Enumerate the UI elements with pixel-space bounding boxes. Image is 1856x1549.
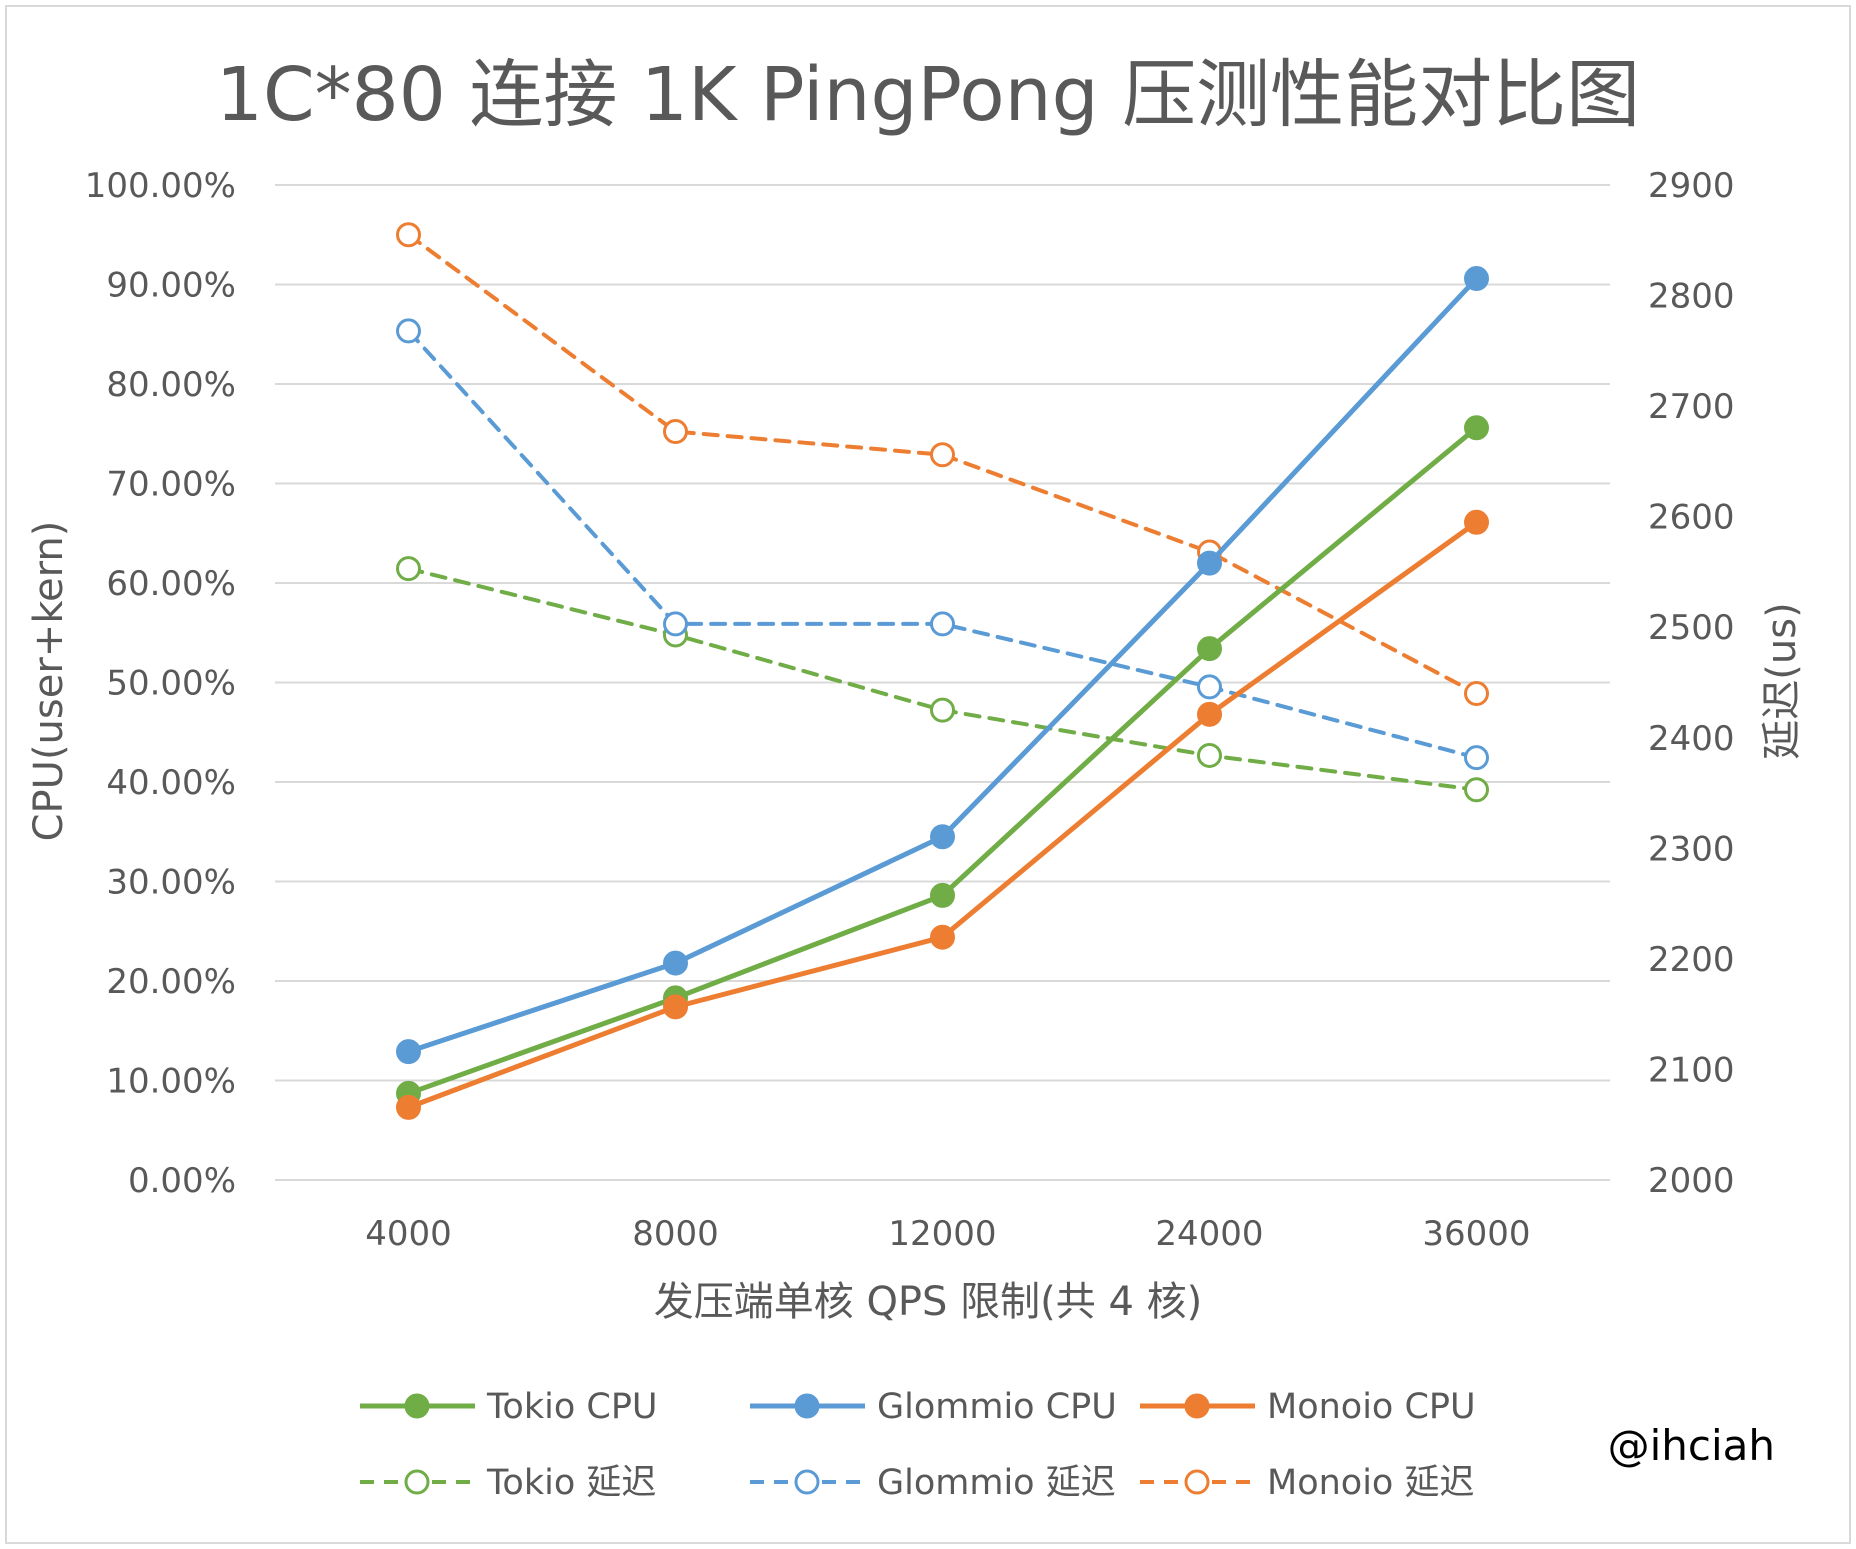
watermark: @ihciah <box>1608 1421 1775 1470</box>
x-axis-ticks: 4000 8000 12000 24000 36000 <box>365 1214 1530 1254</box>
y2-axis-title: 延迟(us) <box>1759 602 1805 759</box>
data-point <box>1464 681 1489 707</box>
y-tick-label: 60.00% <box>106 564 236 604</box>
data-point <box>663 950 688 976</box>
legend-label: Monoio CPU <box>1267 1387 1476 1427</box>
legend-item: Tokio 延迟 <box>360 1463 656 1503</box>
data-point <box>1464 415 1489 441</box>
y-tick-label: 20.00% <box>106 962 236 1002</box>
data-point <box>1197 550 1222 576</box>
legend-item: Glommio 延迟 <box>750 1463 1116 1503</box>
data-point <box>1197 674 1222 700</box>
data-point <box>1197 742 1222 768</box>
legend-label: Glommio 延迟 <box>877 1463 1116 1503</box>
data-point <box>930 924 955 950</box>
y-axis-title: CPU(user+kern) <box>26 521 72 842</box>
data-point <box>396 318 421 344</box>
legend-item: Monoio 延迟 <box>1140 1463 1474 1503</box>
y-axis-ticks: 0.00% 10.00% 20.00% 30.00% 40.00% 50.00% 60.00… <box>85 166 236 1201</box>
data-point <box>1464 266 1489 292</box>
y2-tick-label: 2000 <box>1648 1161 1735 1201</box>
y2-tick-label: 2200 <box>1648 940 1735 980</box>
y2-tick-label: 2700 <box>1648 387 1735 427</box>
legend-marker <box>1184 1393 1210 1419</box>
legend-marker <box>404 1393 430 1419</box>
data-point <box>1464 745 1489 771</box>
x-axis-title: 发压端单核 QPS 限制(共 4 核) <box>654 1279 1203 1325</box>
x-tick-label: 8000 <box>632 1214 719 1254</box>
series-lines <box>396 222 1489 1120</box>
data-point <box>663 419 688 445</box>
legend-label: Tokio 延迟 <box>486 1463 656 1503</box>
data-point <box>930 824 955 850</box>
data-point <box>396 556 421 582</box>
legend-label: Monoio 延迟 <box>1267 1463 1474 1503</box>
data-point <box>930 611 955 637</box>
y2-tick-label: 2600 <box>1648 498 1735 538</box>
data-point <box>396 1039 421 1065</box>
y-tick-label: 80.00% <box>106 365 236 405</box>
x-tick-label: 4000 <box>365 1214 452 1254</box>
y-tick-label: 0.00% <box>128 1161 236 1201</box>
y-tick-label: 30.00% <box>106 863 236 903</box>
data-point <box>396 1094 421 1120</box>
y-tick-label: 40.00% <box>106 763 236 803</box>
x-tick-label: 12000 <box>888 1214 996 1254</box>
grid-lines <box>275 184 1610 1181</box>
legend-label: Tokio CPU <box>486 1387 658 1427</box>
chart-title: 1C*80 连接 1K PingPong 压测性能对比图 <box>216 52 1640 138</box>
y2-tick-label: 2500 <box>1648 608 1735 648</box>
data-point <box>663 994 688 1020</box>
y2-axis-ticks: 2000 2100 2200 2300 2400 2500 2600 2700 2800 2900 <box>1648 166 1735 1201</box>
y2-tick-label: 2800 <box>1648 277 1735 317</box>
y-tick-label: 50.00% <box>106 664 236 704</box>
chart-border <box>5 5 1851 1544</box>
legend-marker <box>794 1469 820 1495</box>
data-point <box>930 697 955 723</box>
data-point <box>396 222 421 248</box>
data-point <box>1464 509 1489 535</box>
legend-marker <box>404 1469 430 1495</box>
legend-marker <box>1184 1469 1210 1495</box>
data-point <box>1464 777 1489 803</box>
data-point <box>930 442 955 468</box>
legend-item: Monoio CPU <box>1140 1387 1476 1427</box>
legend-item: Glommio CPU <box>750 1387 1117 1427</box>
legend-label: Glommio CPU <box>877 1387 1117 1427</box>
x-tick-label: 36000 <box>1422 1214 1530 1254</box>
y-tick-label: 10.00% <box>106 1062 236 1102</box>
legend-marker <box>794 1393 820 1419</box>
legend-item: Tokio CPU <box>360 1387 658 1427</box>
y2-tick-label: 2100 <box>1648 1050 1735 1090</box>
y2-tick-label: 2900 <box>1648 166 1735 206</box>
y-tick-label: 100.00% <box>85 166 236 206</box>
data-point <box>1197 636 1222 662</box>
y2-tick-label: 2300 <box>1648 829 1735 869</box>
y2-tick-label: 2400 <box>1648 719 1735 759</box>
x-tick-label: 24000 <box>1155 1214 1263 1254</box>
legend: Tokio CPU Glommio CPU Monoio CPU Tokio 延迟 Gl… <box>360 1387 1476 1503</box>
data-point <box>663 611 688 637</box>
data-point <box>930 882 955 908</box>
y-tick-label: 70.00% <box>106 465 236 505</box>
data-point <box>1197 701 1222 727</box>
y-tick-label: 90.00% <box>106 266 236 306</box>
